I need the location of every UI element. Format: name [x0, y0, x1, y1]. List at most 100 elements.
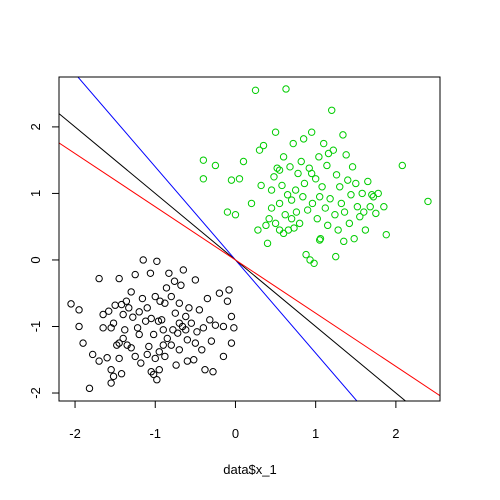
boundary-line-2 [59, 142, 440, 397]
point-s0-5 [88, 350, 97, 359]
point-s1-13 [259, 141, 268, 150]
point-s1-5 [231, 211, 240, 219]
point-s1-55 [316, 234, 325, 243]
point-s1-43 [300, 179, 309, 188]
point-s0-36 [139, 256, 147, 264]
point-s0-101 [135, 308, 143, 316]
point-s1-75 [345, 219, 354, 228]
point-s0-49 [153, 376, 161, 384]
point-s0-7 [95, 357, 103, 365]
point-s0-32 [133, 324, 142, 332]
point-s0-69 [177, 281, 185, 289]
point-s0-39 [143, 304, 151, 312]
point-s1-92 [398, 161, 407, 170]
point-s1-0 [199, 156, 208, 164]
point-s1-79 [352, 179, 360, 188]
y-axis: -2 -1 0 1 2 [28, 123, 60, 399]
point-s1-48 [307, 128, 316, 136]
point-s1-37 [292, 208, 301, 216]
point-s0-11 [105, 307, 113, 315]
y-tick-label: 0 [28, 256, 43, 263]
point-s0-61 [167, 341, 175, 349]
point-s1-27 [279, 153, 288, 161]
point-s0-77 [190, 356, 198, 364]
point-s0-74 [183, 336, 192, 344]
point-s0-16 [111, 301, 119, 309]
point-s0-67 [175, 299, 184, 307]
point-s0-97 [127, 288, 135, 296]
point-s0-1 [75, 306, 83, 314]
point-s0-3 [79, 339, 87, 347]
point-s1-22 [273, 164, 281, 172]
point-s0-57 [162, 284, 171, 292]
point-s1-64 [329, 146, 338, 154]
point-s1-18 [267, 204, 276, 212]
point-s0-98 [161, 299, 169, 307]
point-s0-103 [115, 354, 123, 363]
point-s1-96 [287, 215, 296, 223]
point-s0-38 [143, 350, 151, 359]
point-s1-32 [286, 163, 294, 171]
point-s1-40 [297, 157, 305, 166]
point-s1-3 [223, 208, 232, 216]
point-s0-28 [127, 344, 135, 352]
point-s0-13 [107, 366, 115, 374]
point-s0-46 [151, 292, 159, 301]
point-s0-30 [131, 270, 139, 279]
x-tick-label: -2 [69, 426, 81, 441]
point-s0-31 [131, 352, 139, 361]
point-s1-69 [337, 199, 346, 208]
point-s1-70 [339, 131, 347, 139]
point-s1-53 [315, 153, 323, 161]
point-s0-29 [129, 313, 137, 321]
point-s0-81 [198, 346, 206, 354]
point-s0-94 [227, 339, 236, 347]
x-tick-label: -1 [149, 426, 161, 441]
point-s1-66 [332, 171, 341, 179]
point-s1-60 [324, 221, 332, 230]
point-s1-63 [328, 106, 336, 114]
point-s1-52 [313, 215, 321, 223]
point-s1-7 [239, 157, 248, 166]
point-s1-9 [251, 86, 260, 95]
point-s1-86 [366, 203, 374, 211]
point-s1-30 [283, 191, 292, 199]
point-s1-4 [227, 176, 236, 184]
point-s1-15 [263, 239, 272, 248]
point-s1-65 [331, 211, 339, 219]
point-s0-78 [191, 276, 200, 284]
point-s0-66 [174, 329, 182, 337]
x-axis: -2 -1 0 1 2 [69, 400, 400, 441]
point-s0-2 [75, 322, 83, 331]
point-s0-100 [191, 339, 200, 347]
point-s0-25 [122, 297, 131, 305]
point-s1-23 [275, 226, 284, 234]
point-s1-29 [282, 85, 290, 93]
point-s1-56 [318, 183, 326, 191]
point-s0-87 [209, 368, 217, 376]
point-s1-10 [254, 226, 262, 234]
point-s1-90 [380, 203, 388, 211]
point-s0-33 [135, 330, 143, 339]
point-s0-76 [187, 319, 196, 327]
point-s1-82 [358, 189, 366, 198]
point-s0-12 [107, 379, 115, 387]
point-s1-39 [295, 219, 304, 228]
point-s1-81 [356, 213, 364, 221]
point-s1-59 [323, 161, 331, 170]
point-s0-41 [146, 269, 155, 277]
point-s0-85 [206, 316, 214, 324]
boundary-lines [59, 77, 440, 401]
point-s0-40 [145, 342, 153, 351]
point-s0-68 [175, 346, 184, 354]
point-s1-41 [299, 193, 307, 201]
point-s1-68 [336, 183, 344, 191]
point-s1-33 [287, 196, 296, 204]
point-s0-10 [103, 354, 111, 362]
y-tick-label: 2 [28, 123, 43, 130]
point-s1-42 [299, 135, 308, 143]
point-s0-56 [161, 352, 169, 361]
point-s0-99 [107, 324, 115, 332]
point-s0-88 [211, 321, 220, 329]
point-s0-48 [153, 257, 161, 265]
